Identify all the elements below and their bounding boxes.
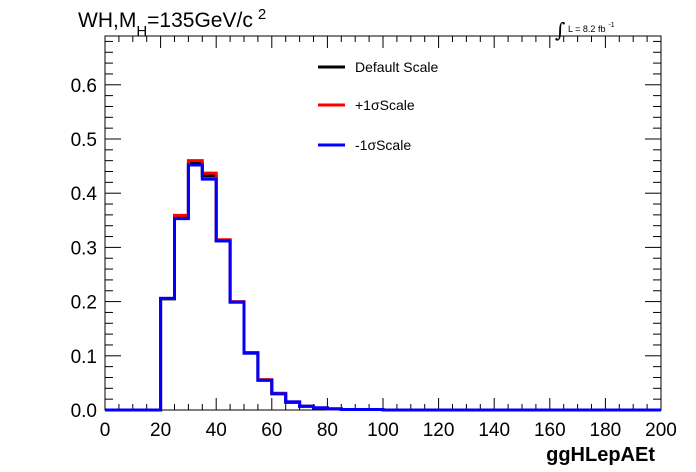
lumi-integral: ∫ xyxy=(555,18,565,42)
legend-label: Default Scale xyxy=(355,59,438,75)
title-value: =135GeV/c xyxy=(147,9,253,32)
x-tick-label: 200 xyxy=(645,420,677,441)
x-tick-label: 40 xyxy=(206,420,227,441)
x-tick-label: 0 xyxy=(100,420,111,441)
title-prefix: WH,M xyxy=(78,9,136,32)
x-axis: 0 20 40 60 80 100 120 140 160 180 200 xyxy=(100,36,677,441)
y-axis: 0.0 0.1 0.2 0.3 0.4 0.5 0.6 xyxy=(71,40,661,422)
title-subscript: H xyxy=(136,23,147,40)
histogram-series-2 xyxy=(105,163,661,412)
x-tick-label: 20 xyxy=(150,420,171,441)
legend: Default Scale +1σScale -1σScale xyxy=(318,59,438,153)
x-tick-label: 120 xyxy=(423,420,455,441)
x-tick-label: 80 xyxy=(317,420,338,441)
y-tick-label: 0.6 xyxy=(71,76,97,97)
x-axis-label: ggHLepAEt xyxy=(546,444,655,466)
series-group xyxy=(105,159,661,412)
x-tick-label: 140 xyxy=(478,420,510,441)
y-tick-label: 0.2 xyxy=(71,293,97,314)
x-tick-label: 60 xyxy=(261,420,282,441)
y-tick-label: 0.1 xyxy=(71,347,97,368)
y-tick-label: 0.3 xyxy=(71,238,97,259)
lumi-label: L = 8.2 fb -1 xyxy=(568,22,615,34)
legend-label: -1σScale xyxy=(355,137,411,153)
title-superscript: 2 xyxy=(258,6,266,23)
y-tick-label: 0.5 xyxy=(71,130,97,151)
x-tick-label: 160 xyxy=(534,420,566,441)
chart-title: WH,MH=135GeV/c 2 xyxy=(78,6,266,40)
x-tick-label: 100 xyxy=(367,420,399,441)
x-tick-label: 180 xyxy=(590,420,622,441)
legend-label: +1σScale xyxy=(355,97,415,113)
y-tick-label: 0.4 xyxy=(71,184,98,205)
lumi-text: L = 8.2 fb xyxy=(568,24,605,34)
plot-frame xyxy=(104,35,662,411)
lumi-superscript: -1 xyxy=(608,22,614,29)
y-tick-label: 0.0 xyxy=(71,401,97,422)
